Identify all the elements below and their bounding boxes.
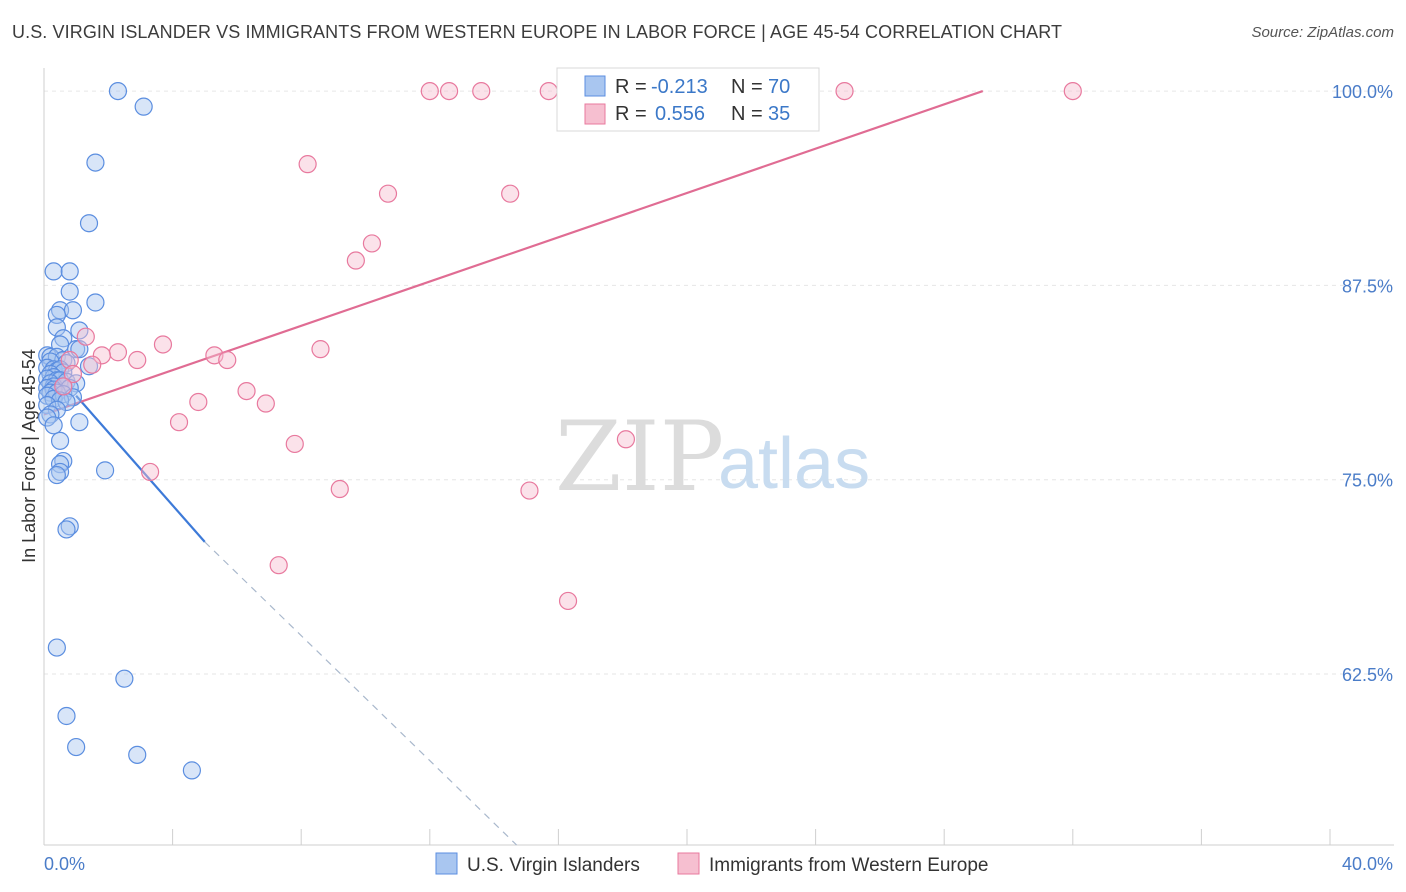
bottom-legend-label-blue: U.S. Virgin Islanders (467, 855, 640, 876)
y-axis-label: In Labor Force | Age 45-54 (19, 349, 39, 563)
trend-line-western-europe (43, 90, 984, 416)
data-point-western-europe (539, 81, 558, 101)
data-point-western-europe (330, 479, 349, 499)
data-point-western-europe (218, 350, 237, 370)
data-point-virgin-islanders (134, 97, 153, 116)
watermark: ZIP atlas (555, 401, 870, 513)
data-point-virgin-islanders (95, 461, 115, 480)
legend-n-value-1: 70 (768, 76, 790, 98)
data-point-western-europe (189, 392, 208, 412)
data-point-virgin-islanders (47, 465, 66, 485)
data-point-virgin-islanders (50, 455, 70, 474)
data-point-virgin-islanders (60, 282, 79, 301)
data-point-western-europe (76, 327, 95, 346)
chart-title: U.S. VIRGIN ISLANDER VS IMMIGRANTS FROM … (12, 22, 1063, 42)
data-point-western-europe (63, 364, 83, 384)
data-point-western-europe (169, 413, 189, 432)
data-point-virgin-islanders (44, 416, 63, 435)
legend-swatch-pink (584, 103, 606, 125)
data-point-virgin-islanders (60, 262, 79, 281)
watermark-atlas: atlas (718, 424, 870, 504)
data-point-western-europe (362, 234, 382, 253)
trend-line-virgin-islanders (75, 395, 206, 543)
data-point-virgin-islanders (63, 301, 83, 320)
data-point-virgin-islanders (57, 520, 76, 539)
x-tick-label: 40.0% (1342, 854, 1393, 874)
data-point-virgin-islanders (44, 262, 63, 281)
data-point-western-europe (501, 184, 520, 203)
bottom-legend-swatch-blue (435, 852, 458, 875)
data-point-western-europe (237, 381, 256, 401)
data-point-virgin-islanders (50, 431, 70, 450)
source-credit: Source: ZipAtlas.com (1251, 24, 1394, 41)
y-tick-label: 87.5% (1342, 276, 1393, 296)
data-point-western-europe (311, 340, 330, 359)
legend-r-label-1: R = (615, 76, 647, 98)
data-point-virgin-islanders (60, 517, 79, 536)
data-point-virgin-islanders (86, 153, 105, 172)
watermark-zip: ZIP (555, 401, 724, 513)
data-point-western-europe (835, 81, 854, 101)
data-point-western-europe (60, 350, 79, 370)
x-tick-label: 0.0% (44, 854, 85, 874)
data-point-western-europe (54, 377, 73, 396)
legend-r-value-1: -0.213 (651, 76, 708, 98)
x-tick-labels: 0.0% 40.0% (44, 854, 1393, 874)
bottom-legend-label-pink: Immigrants from Western Europe (709, 855, 988, 876)
legend-r-label-2: R = (615, 103, 647, 125)
data-point-virgin-islanders (128, 745, 147, 764)
correlation-legend: R = -0.213 N = 70 R = 0.556 N = 35 (556, 67, 820, 132)
data-point-western-europe (108, 343, 128, 362)
y-tick-label: 62.5% (1342, 665, 1393, 685)
y-tick-label: 75.0% (1342, 471, 1393, 491)
data-point-virgin-islanders (86, 293, 105, 312)
data-point-western-europe (285, 434, 304, 454)
trend-lines (43, 90, 984, 846)
data-point-western-europe (153, 335, 173, 354)
data-point-virgin-islanders (57, 706, 76, 726)
data-point-western-europe (378, 184, 398, 203)
data-point-western-europe (298, 155, 317, 174)
data-point-western-europe (439, 81, 459, 101)
y-tick-label: 100.0% (1332, 82, 1393, 102)
data-point-western-europe (1063, 81, 1082, 101)
data-point-western-europe (558, 591, 578, 611)
legend-n-label-1: N = (731, 76, 763, 98)
data-point-virgin-islanders (70, 413, 89, 432)
data-point-virgin-islanders (108, 81, 128, 101)
data-point-western-europe (140, 462, 160, 482)
data-point-western-europe (346, 251, 365, 270)
legend-swatch-blue (584, 75, 606, 97)
series-legend: U.S. Virgin Islanders Immigrants from We… (435, 852, 988, 876)
data-point-virgin-islanders (67, 737, 86, 757)
legend-n-label-2: N = (731, 103, 763, 125)
data-point-western-europe (520, 481, 539, 500)
y-tick-labels: 100.0% 87.5% 75.0% 62.5% (1332, 82, 1393, 685)
data-point-western-europe (92, 346, 111, 365)
data-point-western-europe (83, 355, 102, 374)
data-point-virgin-islanders (182, 761, 201, 780)
data-point-western-europe (128, 350, 147, 370)
axes (43, 68, 1394, 846)
bottom-legend-swatch-pink (677, 852, 700, 875)
legend-n-value-2: 35 (768, 103, 790, 125)
data-point-western-europe (616, 430, 636, 449)
data-point-virgin-islanders (57, 392, 76, 412)
trend-line-virgin-islanders-extension (204, 541, 518, 846)
data-point-virgin-islanders (47, 318, 66, 337)
data-point-virgin-islanders (50, 462, 70, 482)
data-point-western-europe (472, 81, 491, 101)
legend-r-value-2: 0.556 (655, 103, 705, 125)
data-point-western-europe (420, 81, 439, 101)
data-point-virgin-islanders (41, 405, 60, 424)
data-point-virgin-islanders (47, 305, 66, 325)
data-point-virgin-islanders (47, 638, 66, 657)
data-point-virgin-islanders (79, 214, 99, 233)
series-western-europe (54, 81, 1082, 611)
data-point-western-europe (269, 556, 288, 575)
data-point-western-europe (256, 394, 275, 413)
data-point-virgin-islanders (115, 669, 134, 688)
series-virgin-islanders (38, 81, 201, 780)
